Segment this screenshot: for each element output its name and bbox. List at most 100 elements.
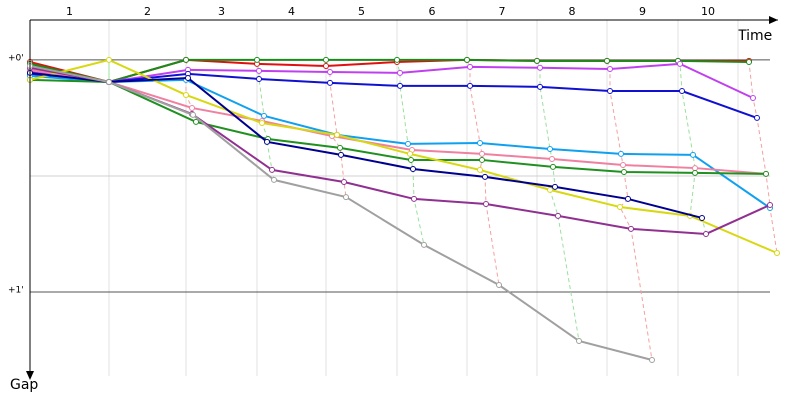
point [607, 65, 613, 72]
lap-line [536, 60, 580, 342]
point [477, 166, 483, 173]
point [106, 78, 112, 85]
point [547, 186, 553, 193]
point [537, 64, 543, 71]
y-axis-title: Gap [10, 377, 38, 393]
point [397, 82, 403, 89]
point [183, 56, 189, 63]
y-tick-label: +0' [8, 53, 24, 63]
point [259, 120, 265, 127]
lap-line [606, 60, 653, 361]
point [479, 156, 485, 163]
point [479, 150, 485, 157]
point [405, 140, 411, 147]
y-axis-arrow [26, 371, 34, 380]
point [323, 62, 329, 69]
lap-line [677, 60, 707, 235]
x-tick-label: 7 [499, 5, 506, 18]
point [185, 75, 191, 82]
x-axis-arrow [769, 16, 778, 24]
x-tick-label: 10 [701, 5, 715, 18]
point [464, 56, 470, 63]
point [183, 91, 189, 98]
point [692, 169, 698, 176]
point [343, 194, 349, 201]
point [754, 114, 760, 121]
x-tick-label: 5 [358, 5, 365, 18]
point [621, 169, 627, 176]
point [323, 56, 329, 63]
point [534, 57, 540, 64]
point [256, 75, 262, 82]
point [190, 111, 196, 118]
point [703, 230, 709, 237]
point [746, 59, 752, 66]
x-tick-label: 9 [639, 5, 646, 18]
point [550, 163, 556, 170]
point [467, 82, 473, 89]
point [421, 241, 427, 248]
point [628, 225, 634, 232]
point [256, 67, 262, 74]
point [549, 156, 555, 163]
point [106, 56, 112, 63]
x-tick-label: 4 [288, 5, 295, 18]
point [408, 156, 414, 163]
point [750, 94, 756, 101]
point [264, 138, 270, 145]
point [763, 170, 769, 177]
point [547, 146, 553, 153]
point [699, 214, 705, 221]
y-tick-label: +1' [8, 285, 24, 295]
point [407, 150, 413, 157]
point [552, 183, 558, 190]
point [679, 88, 685, 95]
point [617, 204, 623, 211]
lap-line [466, 59, 500, 286]
point [261, 112, 267, 119]
point [607, 88, 613, 95]
point [604, 57, 610, 64]
point [483, 201, 489, 208]
x-tick-label: 6 [429, 5, 436, 18]
point [620, 162, 626, 169]
point [337, 144, 343, 151]
point [649, 356, 655, 363]
point [692, 165, 698, 172]
x-tick-label: 1 [66, 5, 73, 18]
point [341, 178, 347, 185]
point [690, 151, 696, 158]
point [467, 63, 473, 70]
x-tick-label: 8 [569, 5, 576, 18]
point [677, 60, 683, 67]
series-line [29, 71, 703, 219]
point [618, 150, 624, 157]
point [625, 195, 631, 202]
x-tick-label: 3 [218, 5, 225, 18]
point [189, 104, 195, 111]
x-axis-title: Time [737, 28, 772, 44]
point [576, 337, 582, 344]
point [193, 118, 199, 125]
point [394, 56, 400, 63]
series-line [29, 58, 778, 254]
point [496, 282, 502, 289]
point [537, 83, 543, 90]
point [397, 69, 403, 76]
point [482, 173, 488, 180]
lap-line [748, 60, 778, 254]
point [774, 250, 780, 257]
point [269, 166, 275, 173]
point [410, 165, 416, 172]
point [271, 176, 277, 183]
x-tick-label: 2 [144, 5, 151, 18]
point [327, 79, 333, 86]
point [327, 68, 333, 75]
point [334, 131, 340, 138]
point [254, 56, 260, 63]
point [477, 139, 483, 146]
point [411, 195, 417, 202]
point [338, 151, 344, 158]
point [767, 201, 773, 208]
